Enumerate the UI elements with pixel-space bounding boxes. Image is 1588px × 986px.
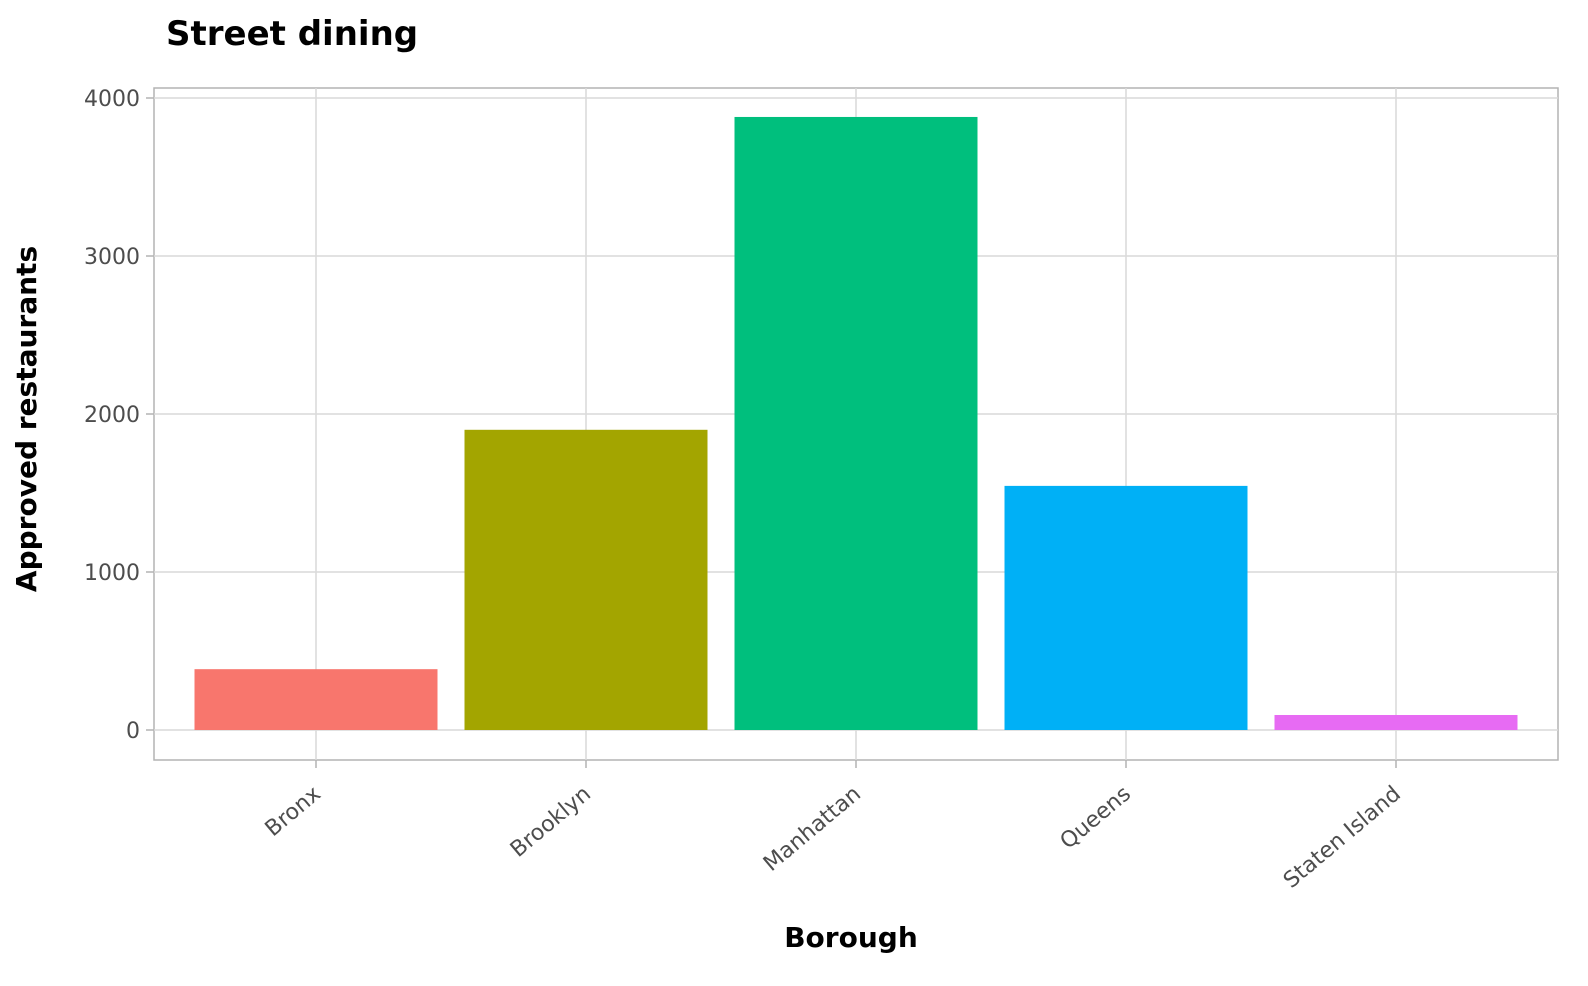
y-axis: 0 1000 2000 3000 4000 (84, 87, 154, 744)
chart-title: Street dining (166, 14, 419, 54)
y-tick-label: 1000 (84, 561, 140, 586)
x-axis: Bronx Brooklyn Manhattan Queens Staten Islan… (261, 760, 1406, 894)
y-axis-title: Approved restaurants (10, 246, 43, 592)
bar-staten-island (1274, 714, 1518, 730)
x-tick-label: Brooklyn (506, 781, 596, 862)
x-tick-label: Queens (1056, 781, 1136, 854)
y-tick-label: 2000 (84, 403, 140, 428)
bar-manhattan (734, 116, 978, 730)
x-axis-title: Borough (784, 921, 918, 954)
x-tick-label: Staten Island (1279, 781, 1406, 893)
bar-bronx (194, 669, 438, 730)
y-tick-label: 3000 (84, 245, 140, 270)
x-tick-label: Manhattan (759, 781, 866, 876)
bar-queens (1004, 485, 1248, 730)
bar-brooklyn (464, 429, 708, 730)
y-tick-label: 4000 (84, 87, 140, 112)
x-tick-label: Bronx (261, 781, 326, 841)
y-tick-label: 0 (126, 719, 140, 744)
bars (194, 116, 1518, 730)
